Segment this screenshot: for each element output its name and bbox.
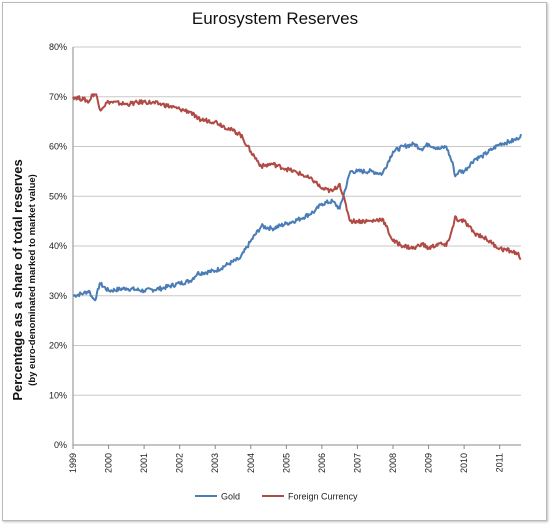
y-axis-label-line1: Percentage as a share of total reserves <box>10 159 25 400</box>
x-tick-label: 2004 <box>246 453 256 473</box>
y-tick-label: 30% <box>49 291 67 301</box>
x-tick-label: 1999 <box>68 453 78 473</box>
x-tick-label: 2002 <box>175 453 185 473</box>
x-tick-label: 2000 <box>104 453 114 473</box>
series-line-gold <box>72 133 522 302</box>
x-tick-label: 2006 <box>317 453 327 473</box>
y-tick-labels: 0% 10% 20% 30% 40% 50% 60% 70% 80% <box>49 42 67 450</box>
x-tick-label: 2001 <box>139 453 149 473</box>
series-line-foreign-currency <box>72 93 522 260</box>
y-tick-label: 60% <box>49 142 67 152</box>
chart-title: Eurosystem Reserves <box>192 9 358 28</box>
y-tick-label: 0% <box>54 440 67 450</box>
x-tick-label: 2011 <box>495 453 505 472</box>
legend-label: Gold <box>221 492 240 502</box>
legend-label: Foreign Currency <box>288 492 358 502</box>
series-lines <box>72 93 522 302</box>
y-axis-label: Percentage as a share of total reserves … <box>10 159 38 400</box>
x-tick-label: 2010 <box>459 453 469 473</box>
x-tick-label: 2005 <box>281 453 291 473</box>
x-tick-label: 2009 <box>424 453 434 473</box>
y-tick-label: 40% <box>49 241 67 251</box>
y-tick-label: 80% <box>49 42 67 52</box>
y-tick-label: 20% <box>49 341 67 351</box>
x-tick-label: 2008 <box>388 453 398 473</box>
x-tick-label: 2003 <box>210 453 220 473</box>
y-tick-label: 70% <box>49 92 67 102</box>
legend: Gold Foreign Currency <box>195 492 358 502</box>
y-tick-label: 50% <box>49 191 67 201</box>
chart-frame <box>2 2 547 521</box>
gridlines <box>72 46 521 449</box>
y-axis-label-line2: (by euro-denominated marked to market va… <box>27 174 38 386</box>
x-tick-label: 2007 <box>352 453 362 473</box>
y-tick-label: 10% <box>49 390 67 400</box>
x-tick-labels: 1999 2000 2001 2002 2003 2004 2005 2006 2007 2008… <box>68 453 505 473</box>
